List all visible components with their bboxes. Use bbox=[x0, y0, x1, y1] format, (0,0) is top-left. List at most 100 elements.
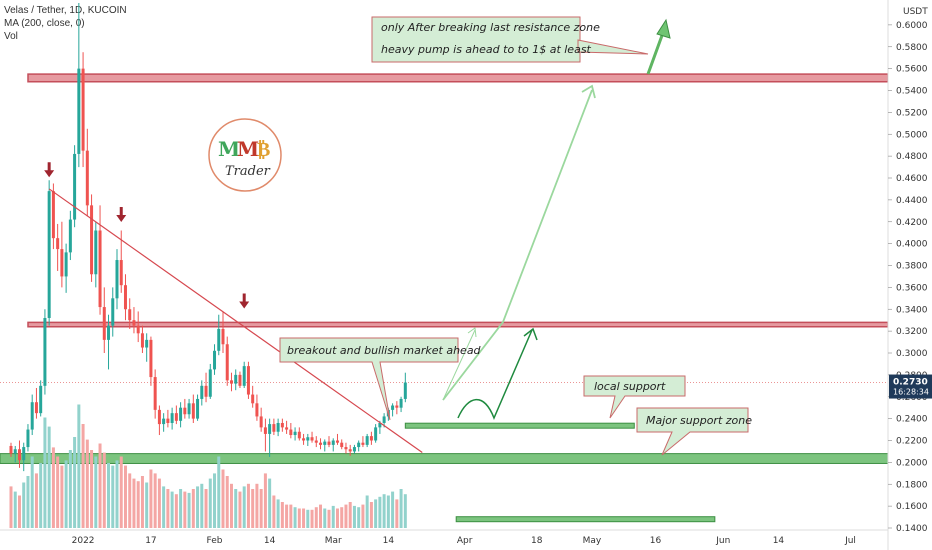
x-tick-label-5: 14 bbox=[383, 536, 395, 546]
candle-body-14 bbox=[68, 219, 72, 253]
candle-body-27 bbox=[123, 285, 127, 310]
volume-bar-17 bbox=[81, 424, 85, 528]
x-tick-label-11: 14 bbox=[773, 536, 785, 546]
candle-body-87 bbox=[378, 423, 382, 428]
local-support-zone bbox=[404, 422, 635, 429]
candle-body-28 bbox=[128, 309, 132, 321]
candle-body-61 bbox=[268, 424, 272, 434]
volume-bar-37 bbox=[166, 489, 170, 528]
volume-bar-86 bbox=[374, 499, 378, 528]
volume-bar-33 bbox=[149, 469, 153, 528]
y-tick-label-23: 0.1600 bbox=[896, 502, 928, 512]
volume-bar-50 bbox=[221, 469, 225, 528]
volume-bar-15 bbox=[73, 437, 77, 528]
candle-body-45 bbox=[200, 385, 204, 399]
candle-body-13 bbox=[64, 252, 68, 277]
candle-body-32 bbox=[145, 339, 149, 348]
volume-bar-78 bbox=[340, 507, 344, 528]
top-arrow-head bbox=[656, 18, 671, 39]
time-axis[interactable]: 2022 17 Feb 14 Mar 14 Apr 18 May 16 Jun 14 Jul bbox=[0, 529, 888, 546]
candle-body-71 bbox=[310, 437, 314, 441]
candle-body-20 bbox=[94, 230, 98, 275]
volume-bar-82 bbox=[357, 507, 361, 528]
volume-bar-49 bbox=[217, 456, 221, 528]
x-tick-label-8: May bbox=[583, 536, 602, 546]
ma-indicator-label[interactable]: MA (200, close, 0) bbox=[4, 18, 85, 29]
candle-body-86 bbox=[374, 427, 378, 441]
volume-bar-43 bbox=[191, 489, 195, 528]
currency-label: USDT bbox=[903, 7, 928, 17]
volume-indicator-label[interactable]: Vol bbox=[4, 31, 18, 42]
volume-bar-23 bbox=[107, 463, 111, 528]
candle-body-67 bbox=[293, 431, 297, 436]
candle-body-41 bbox=[183, 407, 187, 415]
candle-body-26 bbox=[119, 260, 123, 286]
volume-bar-34 bbox=[153, 473, 157, 528]
candle-body-88 bbox=[382, 416, 386, 423]
candle-body-47 bbox=[208, 369, 212, 397]
candle-body-58 bbox=[255, 403, 259, 417]
candle-body-93 bbox=[403, 382, 407, 399]
volume-bar-32 bbox=[145, 482, 149, 528]
candle-body-12 bbox=[60, 249, 64, 277]
y-tick-label-7: 0.4800 bbox=[896, 152, 928, 162]
y-tick-label-19: 0.2400 bbox=[896, 415, 928, 425]
volume-bar-7 bbox=[39, 463, 43, 528]
x-tick-label-10: Jun bbox=[715, 536, 730, 546]
volume-bar-26 bbox=[119, 456, 123, 528]
candle-body-53 bbox=[234, 374, 238, 384]
candle-body-40 bbox=[179, 407, 183, 421]
candles-layer bbox=[9, 3, 407, 472]
volume-bar-47 bbox=[208, 478, 212, 528]
candle-body-46 bbox=[204, 385, 208, 397]
candle-body-77 bbox=[335, 440, 339, 443]
volume-bar-76 bbox=[331, 505, 335, 528]
candle-body-29 bbox=[132, 320, 136, 326]
volume-bar-12 bbox=[60, 465, 64, 528]
volume-bar-61 bbox=[268, 478, 272, 528]
top-callout-line2: heavy pump is ahead to to 1$ at least bbox=[381, 43, 592, 56]
volume-bar-42 bbox=[187, 492, 191, 528]
volume-bar-88 bbox=[382, 494, 386, 528]
volume-bar-29 bbox=[132, 478, 136, 528]
volume-bar-89 bbox=[386, 495, 390, 528]
major-support-callout-text: Major support zone bbox=[646, 414, 752, 427]
volume-bar-13 bbox=[64, 460, 68, 528]
volume-bar-66 bbox=[289, 504, 293, 528]
candle-body-64 bbox=[280, 423, 284, 428]
volume-bar-48 bbox=[213, 473, 217, 528]
y-tick-label-6: 0.5000 bbox=[896, 130, 928, 140]
y-tick-label-15: 0.3200 bbox=[896, 327, 928, 337]
projection-path-dark bbox=[457, 329, 533, 420]
x-tick-label-7: 18 bbox=[531, 536, 543, 546]
price-axis[interactable]: USDT 0.6000 0.5800 0.5600 0.5400 0.5200 0.500… bbox=[887, 0, 932, 550]
top-callout: only After breaking last resistance zone… bbox=[371, 16, 649, 63]
volume-bar-52 bbox=[229, 483, 233, 528]
y-tick-label-13: 0.3600 bbox=[896, 283, 928, 293]
projection-arrowhead-dark bbox=[523, 327, 538, 341]
volume-bar-55 bbox=[242, 486, 246, 528]
volume-bar-81 bbox=[352, 505, 356, 528]
candle-body-30 bbox=[136, 325, 140, 334]
candle-body-17 bbox=[81, 68, 85, 151]
support-zone-1 bbox=[0, 453, 889, 464]
candle-body-21 bbox=[98, 230, 102, 308]
peak-arrow-2 bbox=[116, 207, 127, 223]
volume-bar-69 bbox=[302, 508, 306, 528]
candle-body-37 bbox=[166, 418, 170, 423]
candle-body-91 bbox=[395, 405, 399, 408]
major-support-callout: Major support zone bbox=[636, 407, 752, 456]
candle-body-1 bbox=[13, 449, 17, 454]
candle-body-0 bbox=[9, 445, 13, 454]
y-tick-label-4: 0.5400 bbox=[896, 87, 928, 97]
drawings-layer bbox=[44, 18, 671, 454]
candle-body-92 bbox=[399, 398, 403, 408]
candle-body-55 bbox=[242, 366, 246, 386]
last-price-badge: 0.2730 16:28:34 bbox=[889, 374, 932, 399]
projection-arrowhead-light bbox=[581, 84, 596, 99]
x-tick-label-6: Apr bbox=[457, 536, 473, 546]
candle-body-34 bbox=[153, 377, 157, 410]
local-support-callout: local support bbox=[583, 375, 686, 419]
volume-bar-14 bbox=[68, 450, 72, 528]
